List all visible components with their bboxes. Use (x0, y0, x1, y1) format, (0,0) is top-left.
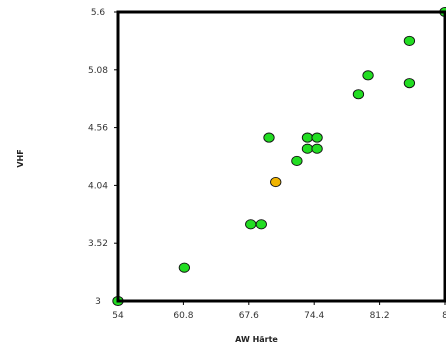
data-point (255, 219, 267, 230)
data-point (311, 143, 323, 154)
y-tick-label: 4.04 (88, 181, 108, 191)
y-tick-label: 3 (95, 297, 101, 307)
axis-ticks: 54 60.8 67.6 74.4 81.2 8 3 3.52 4.04 4.56 5.08 5.6 (88, 8, 446, 321)
x-tick-label: 54 (112, 311, 124, 321)
x-tick-label: 81.2 (370, 311, 390, 321)
data-point (245, 219, 257, 230)
data-points (112, 6, 446, 307)
x-axis-label: AW Härte (235, 335, 278, 344)
data-point (311, 132, 323, 143)
data-point (263, 132, 275, 143)
x-tick-label: 67.6 (239, 311, 259, 321)
y-tick-label: 3.52 (88, 239, 108, 249)
data-point (403, 35, 416, 46)
x-tick-label: 8 (442, 311, 446, 321)
data-point (178, 262, 191, 273)
highlighted-data-point (270, 177, 282, 188)
data-point (301, 132, 314, 143)
data-point (362, 70, 374, 81)
data-point (291, 155, 303, 166)
y-tick-label: 5.6 (91, 8, 106, 18)
x-tick-label: 60.8 (173, 311, 193, 321)
y-tick-label: 5.08 (88, 66, 108, 76)
data-point (403, 78, 416, 89)
y-axis-label: VHF (16, 149, 25, 167)
plot-frame (116, 10, 446, 303)
x-tick-label: 74.4 (304, 311, 324, 321)
data-point (352, 89, 365, 100)
y-tick-label: 4.56 (88, 124, 108, 134)
data-point (301, 143, 314, 154)
